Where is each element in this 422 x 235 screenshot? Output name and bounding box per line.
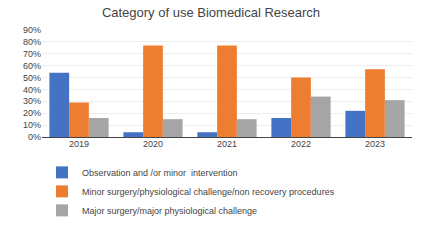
svg-text:2021: 2021 <box>217 139 237 149</box>
svg-text:70%: 70% <box>23 49 41 59</box>
svg-text:Minor surgery/physiological ch: Minor surgery/physiological challenge/no… <box>82 187 335 197</box>
svg-text:2019: 2019 <box>69 139 89 149</box>
svg-text:2020: 2020 <box>143 139 163 149</box>
svg-text:2023: 2023 <box>365 139 385 149</box>
svg-text:20%: 20% <box>23 108 41 118</box>
svg-text:Observation and /or minor int: Observation and /or minor intervention <box>82 168 238 178</box>
svg-text:30%: 30% <box>23 96 41 106</box>
svg-text:Category of use Biomedical Res: Category of use Biomedical Research <box>102 5 320 20</box>
svg-text:0%: 0% <box>28 132 41 142</box>
svg-text:40%: 40% <box>23 85 41 95</box>
svg-text:50%: 50% <box>23 73 41 83</box>
svg-text:90%: 90% <box>23 25 41 35</box>
svg-text:60%: 60% <box>23 61 41 71</box>
svg-text:80%: 80% <box>23 37 41 47</box>
svg-text:10%: 10% <box>23 120 41 130</box>
svg-text:2022: 2022 <box>291 139 311 149</box>
svg-text:Major surgery/major physiologi: Major surgery/major physiological challe… <box>82 206 257 216</box>
